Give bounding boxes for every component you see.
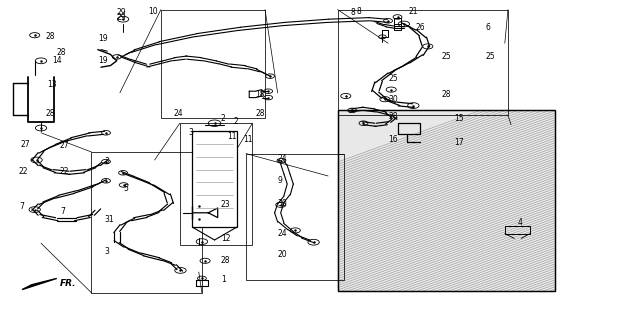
Text: 18: 18 [256,90,265,99]
Text: 29: 29 [117,13,126,22]
Text: 6: 6 [486,23,491,32]
Text: 4: 4 [517,218,522,227]
Text: 3: 3 [104,157,109,166]
Text: 2: 2 [221,114,226,123]
Text: 29: 29 [117,8,126,17]
Text: 11: 11 [227,132,237,140]
Text: 23: 23 [221,200,230,209]
Text: 28: 28 [57,48,66,57]
Text: 28: 28 [45,32,55,41]
Polygon shape [22,278,57,290]
Text: 31: 31 [104,215,114,224]
Text: 25: 25 [388,74,398,83]
Text: 25: 25 [486,52,495,60]
Text: 28: 28 [442,90,451,99]
Text: 28: 28 [256,109,265,118]
Bar [338,10,508,115]
Bar [338,110,555,291]
Text: 12: 12 [221,234,230,243]
Text: 20: 20 [278,250,287,259]
Text: 15: 15 [454,114,464,123]
Text: 13: 13 [47,80,57,89]
Text: 17: 17 [454,138,464,147]
Text: 11: 11 [243,135,252,144]
Text: 24: 24 [174,109,183,118]
Text: 14: 14 [52,56,61,65]
Text: 10: 10 [148,7,158,16]
Text: 7: 7 [60,207,65,216]
Bar [338,110,555,291]
Text: 21: 21 [409,7,418,16]
Bar [192,131,237,227]
Text: 28: 28 [221,256,230,265]
Text: 27: 27 [60,141,69,150]
Text: 19: 19 [98,34,107,43]
Text: 24: 24 [278,229,287,238]
Text: 9: 9 [278,176,283,185]
Text: 28: 28 [388,112,398,121]
Text: 8: 8 [350,8,355,17]
Text: 30: 30 [278,199,287,208]
Bar [91,152,202,293]
Text: 5: 5 [123,184,128,193]
Text: 22: 22 [60,167,69,176]
Text: 7: 7 [19,202,24,211]
Text: FR.: FR. [60,279,76,288]
Text: 3: 3 [104,247,109,256]
Text: 22: 22 [19,167,28,176]
Bar [246,154,344,280]
Text: 28: 28 [45,109,55,118]
Text: 1: 1 [221,276,226,284]
Bar [180,123,252,245]
Text: 3: 3 [188,128,193,137]
Text: 24: 24 [278,154,287,163]
Text: 27: 27 [20,140,30,148]
Text: 16: 16 [388,135,398,144]
Text: 2: 2 [233,117,239,126]
Text: 8: 8 [357,7,362,16]
Text: 26: 26 [415,23,425,32]
Text: 25: 25 [442,52,451,60]
Text: 30: 30 [388,95,398,104]
Text: 19: 19 [98,56,107,65]
Bar [161,10,265,118]
